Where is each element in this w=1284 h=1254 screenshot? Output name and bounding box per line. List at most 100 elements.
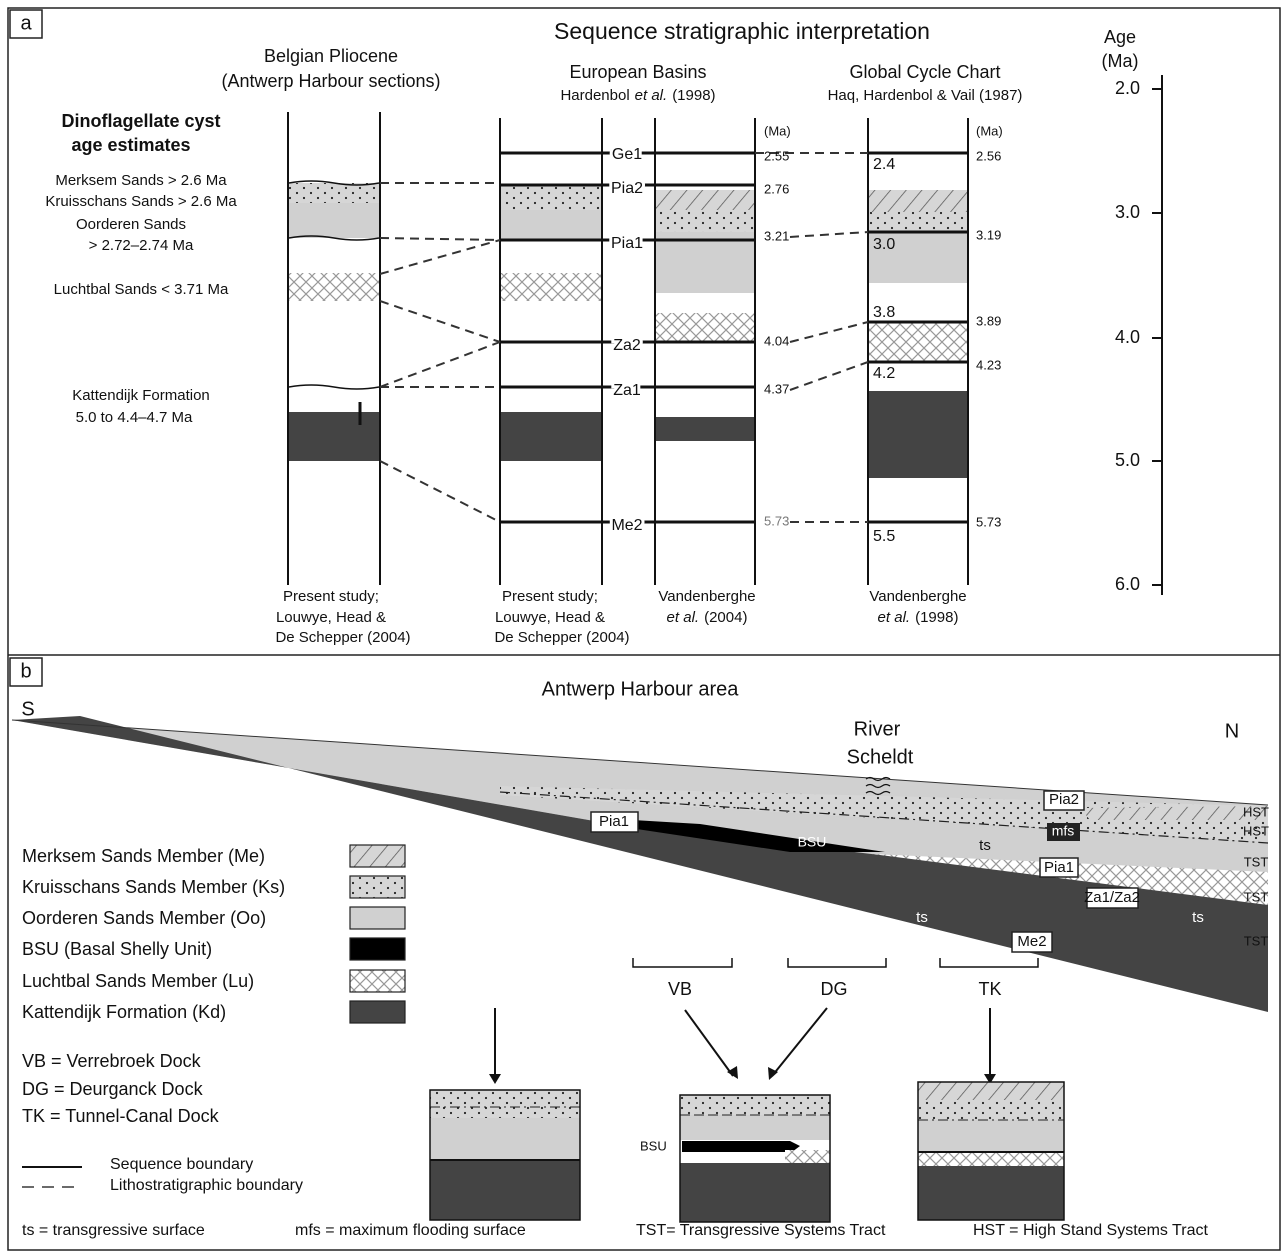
tick-label: 4.0	[1115, 327, 1140, 347]
shape	[430, 1090, 580, 1118]
shape	[680, 1115, 830, 1140]
age-label: 4.2	[873, 365, 895, 382]
reference: Hardenbolet al.(1998)	[560, 87, 715, 104]
legend-entry: Luchtbal Sands Member (Lu)	[22, 971, 254, 991]
panel-label: b	[20, 660, 31, 682]
shape	[918, 1120, 1064, 1152]
section-label: Za1/Za2	[1084, 889, 1140, 906]
shape	[656, 313, 754, 342]
shape	[656, 210, 754, 232]
tract-label: TST	[1244, 933, 1269, 948]
age-label: 2.55	[764, 148, 789, 163]
shape	[350, 845, 405, 867]
footnote: TST= Transgressive Systems Tract	[636, 1222, 886, 1239]
shape	[289, 412, 379, 461]
shape	[350, 970, 405, 992]
unit: (Ma)	[764, 123, 791, 138]
section-label: ts	[1192, 909, 1204, 926]
shape	[501, 273, 601, 301]
shape	[918, 1152, 1064, 1166]
age-label: 3.0	[873, 236, 895, 253]
compass: S	[21, 698, 34, 720]
legend-entry: BSU (Basal Shelly Unit)	[22, 939, 212, 959]
age-label: 2.4	[873, 156, 895, 173]
note: > 2.72–2.74 Ma	[89, 237, 194, 254]
shape	[680, 1095, 830, 1115]
column-heading: (Antwerp Harbour sections)	[221, 71, 440, 91]
label-part: (2004)	[704, 609, 747, 626]
age-label: 3.89	[976, 313, 1001, 328]
title: Sequence stratigraphic interpretation	[554, 18, 930, 44]
shape	[656, 417, 754, 441]
source: De Schepper (2004)	[494, 629, 629, 646]
tract-label: TST	[1244, 854, 1269, 869]
abbreviation: VB = Verrebroek Dock	[22, 1051, 202, 1071]
shape	[869, 212, 967, 232]
age-label: 4.23	[976, 357, 1001, 372]
dock-label: VB	[668, 979, 692, 999]
tract-label: HST	[1243, 823, 1269, 838]
label-part: et al.	[878, 609, 911, 626]
section-label: ts	[979, 837, 991, 854]
abbreviation: DG = Deurganck Dock	[22, 1079, 204, 1099]
note: Merksem Sands > 2.6 Ma	[55, 172, 227, 189]
source: De Schepper (2004)	[275, 629, 410, 646]
note: Kattendijk Formation	[72, 387, 210, 404]
note: 5.0 to 4.4–4.7 Ma	[76, 409, 193, 426]
legend-entry: Oorderen Sands Member (Oo)	[22, 908, 266, 928]
shape	[289, 273, 379, 301]
age-label: 5.73	[976, 514, 1001, 529]
shape	[289, 183, 379, 203]
age-label: 3.19	[976, 227, 1001, 242]
note: Oorderen Sands	[76, 216, 186, 233]
shape	[430, 1118, 580, 1160]
source: Vandenberghe	[869, 588, 966, 605]
boundary-label: Za2	[613, 337, 641, 354]
place: River	[854, 718, 901, 740]
shape	[1080, 806, 1268, 820]
source: Louwye, Head &	[276, 609, 386, 626]
shape	[350, 1001, 405, 1023]
shape	[869, 391, 967, 478]
age-label: 4.37	[764, 381, 789, 396]
label-part: (1998)	[672, 87, 715, 104]
shape	[1152, 89, 1162, 585]
dock-label: DG	[821, 979, 848, 999]
source: Vandenberghe	[658, 588, 755, 605]
boundary-label: Me2	[611, 517, 642, 534]
section-label: mfs	[1052, 823, 1075, 839]
unit: (Ma)	[976, 123, 1003, 138]
section-label: Me2	[1017, 933, 1046, 950]
column-heading: Global Cycle Chart	[849, 62, 1000, 82]
age-label: 2.56	[976, 148, 1001, 163]
inset-label: BSU	[640, 1138, 667, 1153]
compass: N	[1225, 720, 1239, 742]
label-part: Hardenbol	[560, 87, 629, 104]
line-key: Sequence boundary	[110, 1156, 253, 1173]
line-key: Lithostratigraphic boundary	[110, 1177, 303, 1194]
abbreviation: TK = Tunnel-Canal Dock	[22, 1106, 220, 1126]
section-label: Pia1	[1044, 859, 1074, 876]
tract-label: HST	[1243, 804, 1269, 819]
note: Kruisschans Sands > 2.6 Ma	[45, 193, 237, 210]
source: et al.(2004)	[667, 609, 748, 626]
tick-label: 6.0	[1115, 574, 1140, 594]
rule-line	[685, 1010, 733, 1076]
source: Present study;	[502, 588, 598, 605]
labels: aSequence stratigraphic interpretationAg…	[20, 12, 1269, 1239]
shape	[727, 1066, 738, 1079]
shape	[656, 190, 754, 210]
age-label: 4.04	[764, 333, 789, 348]
shape	[680, 1163, 830, 1222]
shape	[489, 1074, 501, 1084]
section-label: Pia2	[1049, 791, 1079, 808]
label-part: (1998)	[915, 609, 958, 626]
section-label: ts	[916, 909, 928, 926]
shape	[350, 907, 405, 929]
tract-label: TST	[1244, 889, 1269, 904]
column-heading: European Basins	[569, 62, 706, 82]
axis-title: Age	[1104, 27, 1136, 47]
note: Luchtbal Sands < 3.71 Ma	[54, 281, 229, 298]
age-label: 5.5	[873, 528, 895, 545]
shape	[430, 1160, 580, 1220]
